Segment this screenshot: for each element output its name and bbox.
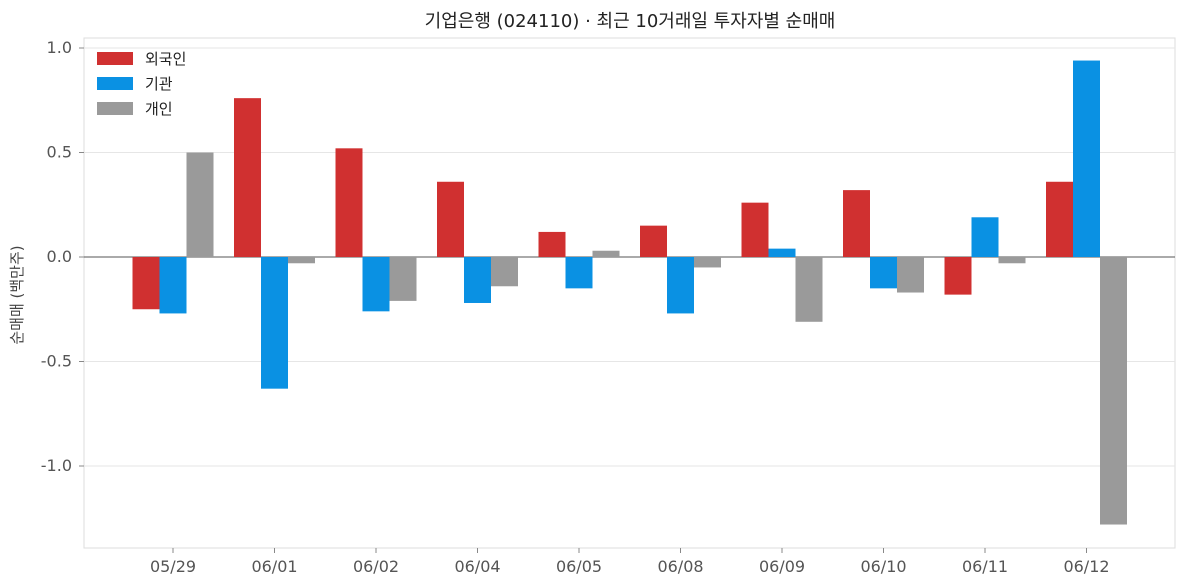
chart-title: 기업은행 (024110) · 최근 10거래일 투자자별 순매매 [425,11,836,32]
x-tick-label: 06/10 [860,557,906,576]
bar-개인-06/05 [592,250,620,257]
bar-외국인-06/11 [944,257,972,295]
y-tick-label: -0.5 [41,352,72,371]
y-tick-label: -1.0 [41,456,72,475]
bar-개인-06/02 [389,257,417,301]
bar-외국인-05/29 [132,257,160,310]
x-tick-label: 06/04 [454,557,500,576]
y-tick-label: 0.5 [47,143,72,162]
bar-외국인-06/02 [335,148,363,257]
bar-기관-06/10 [870,257,897,289]
x-tick-label: 06/02 [353,557,399,576]
x-tick-label: 05/29 [150,557,196,576]
y-tick-label: 1.0 [47,38,72,57]
bar-외국인-06/12 [1046,181,1073,257]
x-tick-label: 06/08 [657,557,703,576]
bar-개인-06/04 [491,257,518,287]
bar-개인-06/09 [795,257,823,322]
bar-기관-06/09 [768,248,796,257]
bar-기관-06/05 [565,257,593,289]
bar-기관-06/08 [667,257,694,314]
bar-기관-06/11 [971,217,999,257]
y-axis-label: 순매매 (백만주) [8,245,26,344]
legend-label-외국인: 외국인 [145,50,186,68]
bar-개인-06/08 [694,257,721,268]
bar-개인-06/10 [897,257,924,293]
bar-외국인-06/09 [741,202,769,257]
x-tick-label: 06/05 [556,557,602,576]
bar-개인-06/01 [288,257,315,264]
legend-swatch-개인 [97,102,133,115]
bar-기관-06/01 [261,257,288,389]
bar-개인-06/12 [1100,257,1127,525]
legend-swatch-기관 [97,77,133,90]
bar-외국인-06/10 [843,190,870,257]
bar-기관-06/12 [1073,60,1100,257]
plot-frame [83,37,1176,549]
bar-기관-05/29 [159,257,187,314]
bar-외국인-06/08 [640,225,667,257]
legend-swatch-외국인 [97,52,133,65]
x-tick-label: 06/11 [962,557,1008,576]
legend-label-개인: 개인 [145,100,173,118]
x-tick-label: 06/01 [251,557,297,576]
bar-외국인-06/04 [437,181,464,257]
legend-label-기관: 기관 [145,75,173,93]
bar-외국인-06/05 [538,231,566,257]
x-tick-label: 06/09 [759,557,805,576]
x-ticks: 05/29 06/01 06/02 06/04 06/05 06/08 06/09 06/10… [150,548,1110,576]
y-tick-label: 0.0 [47,247,72,266]
bar-개인-05/29 [186,152,214,257]
bar-외국인-06/01 [234,98,261,257]
bars [132,60,1127,525]
bar-기관-06/02 [362,257,390,312]
bar-개인-06/11 [998,257,1026,264]
y-ticks: 1.0 0.5 0.0 -0.5 -1.0 [41,38,84,475]
bar-기관-06/04 [464,257,491,303]
x-tick-label: 06/12 [1063,557,1109,576]
